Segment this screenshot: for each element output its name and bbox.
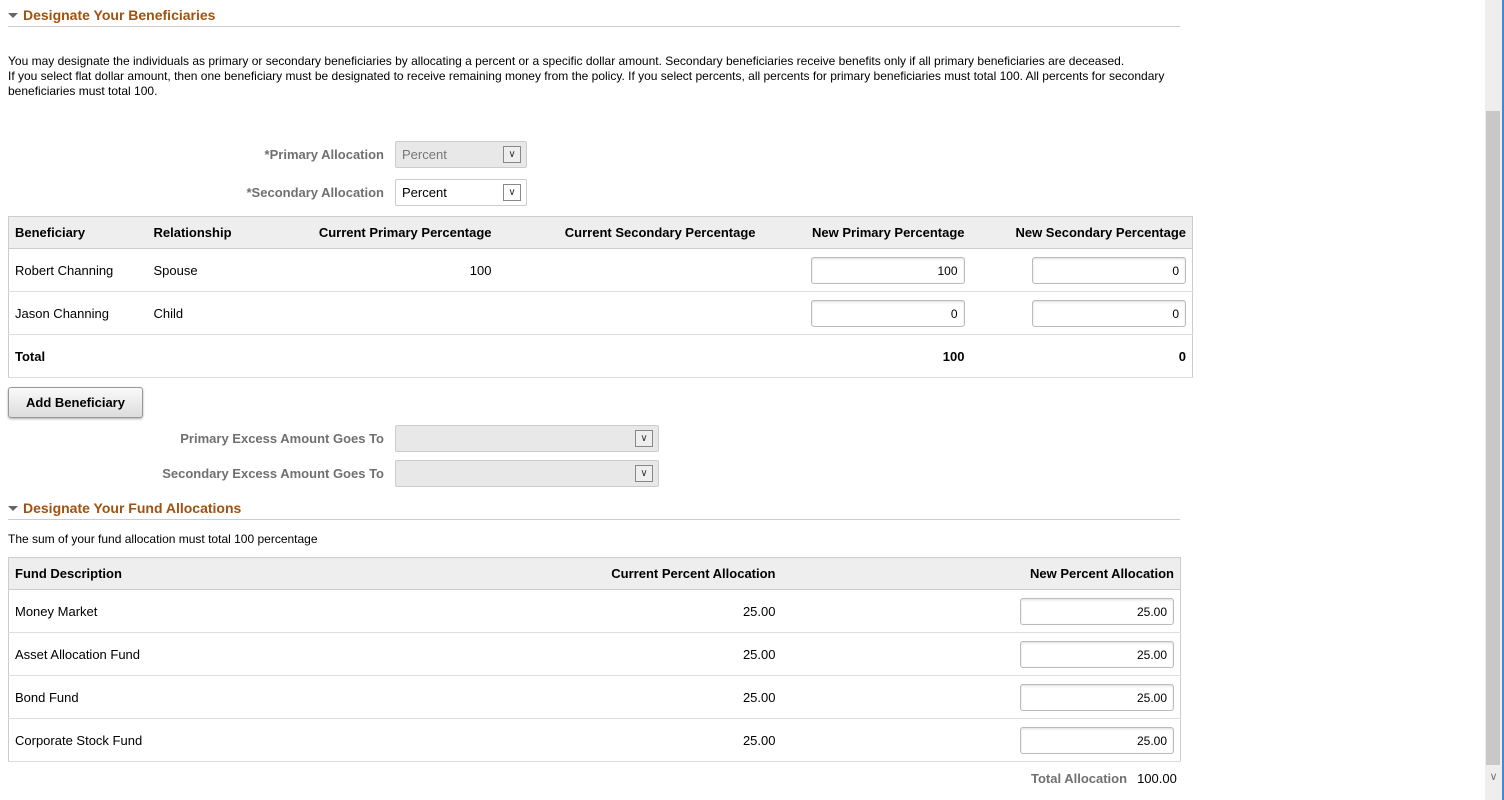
current-allocation: 25.00 bbox=[508, 718, 782, 762]
beneficiary-name: Robert Channing bbox=[8, 248, 148, 292]
table-row: Jason Channing Child 0 0 bbox=[8, 291, 1193, 335]
total-label: Total bbox=[8, 334, 148, 378]
fund-description: Bond Fund bbox=[8, 675, 509, 719]
fund-note: The sum of your fund allocation must tot… bbox=[8, 532, 318, 546]
table-row: Money Market 25.00 25.00 bbox=[8, 589, 1181, 633]
primary-allocation-select[interactable]: Percent ∨ bbox=[395, 141, 527, 168]
new-allocation-input[interactable]: 25.00 bbox=[1020, 683, 1174, 711]
table-header-row: Beneficiary Relationship Current Primary… bbox=[8, 216, 1193, 249]
current-secondary bbox=[497, 291, 762, 335]
table-header-row: Fund Description Current Percent Allocat… bbox=[8, 557, 1181, 590]
column-header: New Secondary Percentage bbox=[970, 216, 1193, 249]
new-primary-input[interactable]: 100 bbox=[810, 256, 965, 284]
secondary-excess-label: Secondary Excess Amount Goes To bbox=[162, 466, 384, 481]
divider bbox=[8, 519, 1180, 520]
column-header: Current Percent Allocation bbox=[508, 557, 782, 590]
collapse-triangle-icon[interactable] bbox=[8, 505, 18, 511]
current-allocation: 25.00 bbox=[508, 632, 782, 676]
column-header: Relationship bbox=[147, 216, 268, 249]
scroll-down-arrow-icon[interactable]: ∨ bbox=[1489, 771, 1498, 783]
intro-text-1: You may designate the individuals as pri… bbox=[8, 54, 1125, 68]
relationship: Child bbox=[147, 291, 268, 335]
new-primary-input[interactable]: 0 bbox=[810, 299, 965, 327]
section-header-beneficiaries[interactable]: Designate Your Beneficiaries bbox=[8, 7, 215, 23]
chevron-down-icon: ∨ bbox=[503, 184, 521, 201]
table-row: Robert Channing Spouse 100 100 0 bbox=[8, 248, 1193, 292]
window-border bbox=[1502, 0, 1504, 800]
current-allocation: 25.00 bbox=[508, 675, 782, 719]
total-allocation-value: 100.00 bbox=[1137, 771, 1177, 786]
column-header: Current Primary Percentage bbox=[267, 216, 498, 249]
new-secondary-input[interactable]: 0 bbox=[1032, 256, 1186, 284]
current-primary bbox=[267, 291, 498, 335]
secondary-allocation-label: *Secondary Allocation bbox=[246, 185, 385, 200]
column-header: Current Secondary Percentage bbox=[497, 216, 762, 249]
secondary-excess-select[interactable]: ∨ bbox=[395, 460, 659, 487]
section-title: Designate Your Fund Allocations bbox=[23, 500, 242, 516]
relationship: Spouse bbox=[147, 248, 268, 292]
column-header: Fund Description bbox=[8, 557, 509, 590]
beneficiary-name: Jason Channing bbox=[8, 291, 148, 335]
total-allocation: Total Allocation 100.00 bbox=[1031, 771, 1177, 786]
current-primary: 100 bbox=[267, 248, 498, 292]
funds-table: Fund Description Current Percent Allocat… bbox=[8, 557, 1181, 762]
fund-description: Money Market bbox=[8, 589, 509, 633]
collapse-triangle-icon[interactable] bbox=[8, 12, 18, 18]
instructions: You may designate the individuals as pri… bbox=[8, 54, 1183, 99]
total-allocation-label: Total Allocation bbox=[1031, 771, 1128, 786]
section-title: Designate Your Beneficiaries bbox=[23, 7, 216, 23]
select-value: Percent bbox=[402, 185, 447, 200]
new-allocation-input[interactable]: 25.00 bbox=[1020, 726, 1174, 754]
fund-description: Asset Allocation Fund bbox=[8, 632, 509, 676]
total-row: Total 100 0 bbox=[8, 334, 1193, 378]
chevron-down-icon: ∨ bbox=[503, 146, 521, 163]
divider bbox=[8, 26, 1180, 27]
fund-description: Corporate Stock Fund bbox=[8, 718, 509, 762]
new-allocation-input[interactable]: 25.00 bbox=[1020, 640, 1174, 668]
column-header: New Percent Allocation bbox=[781, 557, 1181, 590]
table-row: Asset Allocation Fund 25.00 25.00 bbox=[8, 632, 1181, 676]
beneficiaries-table: Beneficiary Relationship Current Primary… bbox=[8, 216, 1193, 378]
primary-allocation-label: *Primary Allocation bbox=[264, 147, 384, 162]
primary-excess-select[interactable]: ∨ bbox=[395, 425, 659, 452]
chevron-down-icon: ∨ bbox=[635, 430, 653, 447]
table-row: Bond Fund 25.00 25.00 bbox=[8, 675, 1181, 719]
new-secondary-input[interactable]: 0 bbox=[1032, 299, 1186, 327]
new-allocation-input[interactable]: 25.00 bbox=[1020, 597, 1174, 625]
column-header: Beneficiary bbox=[8, 216, 148, 249]
current-allocation: 25.00 bbox=[508, 589, 782, 633]
column-header: New Primary Percentage bbox=[761, 216, 971, 249]
primary-excess-label: Primary Excess Amount Goes To bbox=[180, 431, 384, 446]
section-header-funds[interactable]: Designate Your Fund Allocations bbox=[8, 500, 241, 516]
total-secondary: 0 bbox=[970, 334, 1193, 378]
scrollbar-thumb[interactable] bbox=[1486, 111, 1500, 765]
chevron-down-icon: ∨ bbox=[635, 465, 653, 482]
secondary-allocation-select[interactable]: Percent ∨ bbox=[395, 179, 527, 206]
vertical-scrollbar[interactable]: ∨ bbox=[1485, 0, 1502, 800]
table-row: Corporate Stock Fund 25.00 25.00 bbox=[8, 718, 1181, 762]
select-value: Percent bbox=[402, 147, 447, 162]
add-beneficiary-button[interactable]: Add Beneficiary bbox=[8, 387, 143, 418]
total-primary: 100 bbox=[761, 334, 971, 378]
current-secondary bbox=[497, 248, 762, 292]
intro-text-2: If you select flat dollar amount, then o… bbox=[8, 69, 1165, 98]
